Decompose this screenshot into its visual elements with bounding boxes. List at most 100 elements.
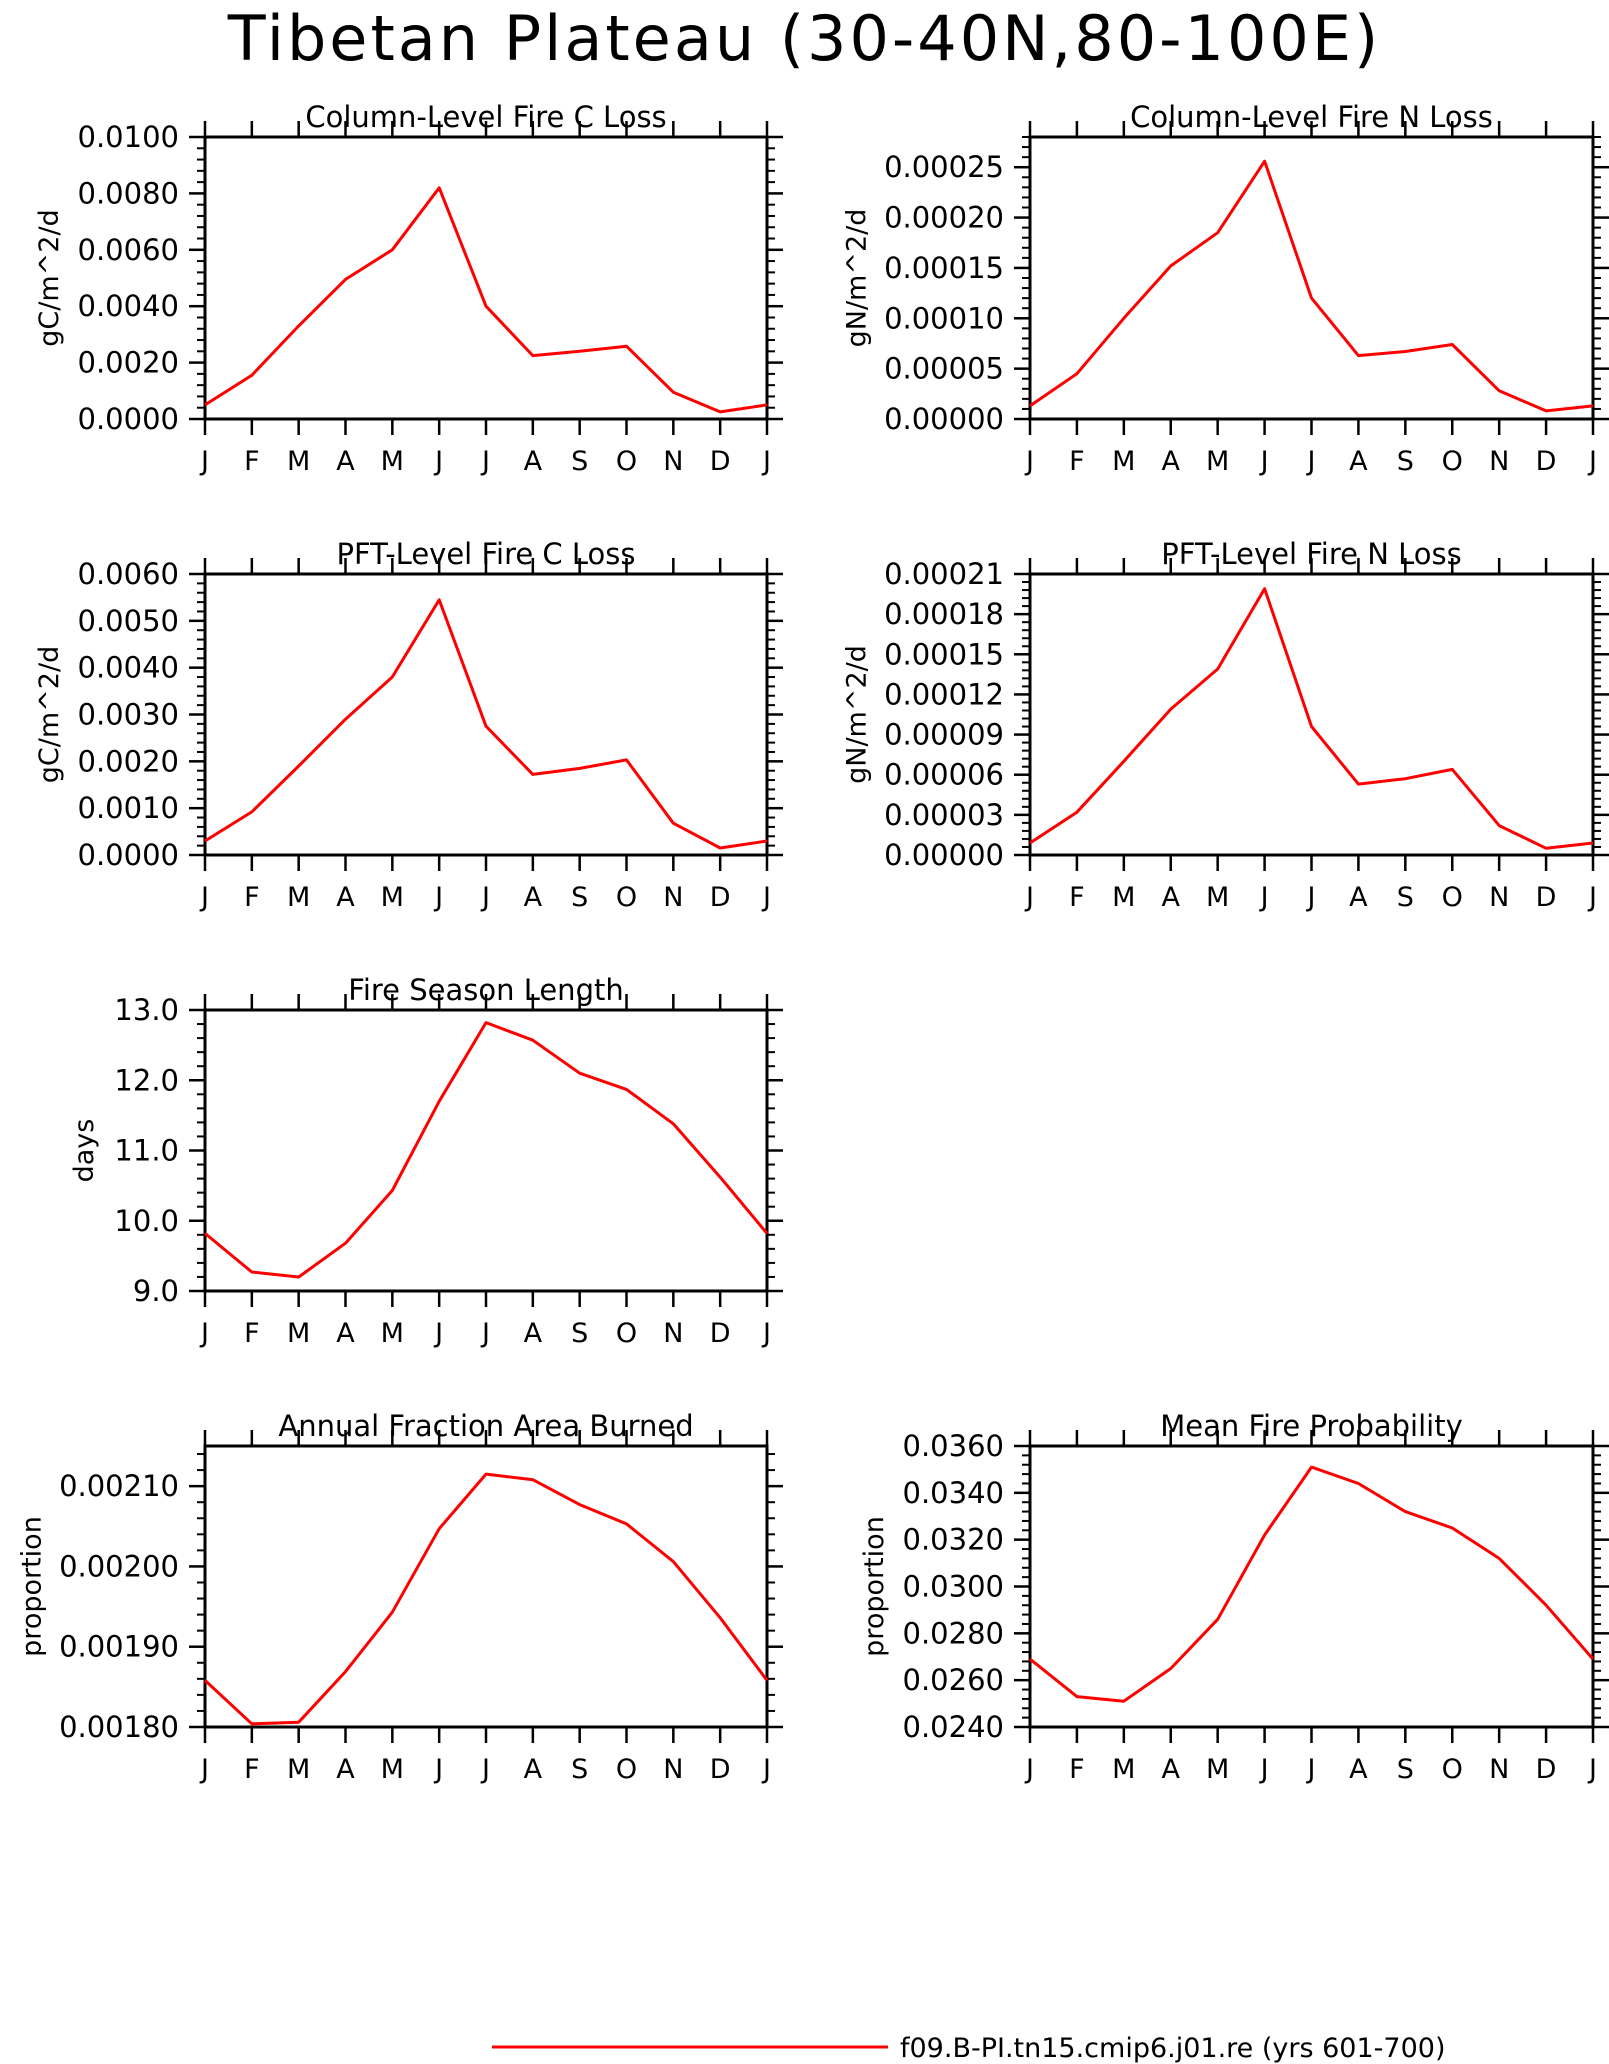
x-tick-label: J [1259,882,1269,913]
x-tick-label: M [381,882,404,913]
y-tick-label: 0.0020 [78,346,179,380]
x-tick-label: J [1259,1754,1269,1785]
x-tick-label: O [616,1318,637,1349]
x-tick-label: S [571,446,588,477]
x-tick-label: O [1442,1754,1463,1785]
x-tick-label: S [571,1318,588,1349]
x-tick-label: J [761,1318,771,1349]
x-tick-label: J [199,446,209,477]
y-tick-label: 0.0080 [78,176,179,210]
x-tick-label: O [616,446,637,477]
y-tick-label: 9.0 [133,1274,179,1308]
x-tick-label: J [199,882,209,913]
y-tick-label: 12.0 [114,1063,179,1097]
x-tick-label: A [1162,1754,1181,1785]
y-tick-label: 0.0010 [78,791,179,825]
x-tick-label: D [1536,882,1557,913]
x-tick-label: J [761,1754,771,1785]
x-tick-label: S [571,1754,588,1785]
y-tick-label: 0.0040 [78,651,179,685]
x-tick-label: J [433,1318,443,1349]
y-tick-label: 0.00020 [884,201,1004,235]
y-axis-label: gC/m^2/d [34,646,65,783]
y-tick-label: 0.0000 [78,838,179,872]
x-tick-label: F [1069,882,1085,913]
x-tick-label: J [433,882,443,913]
x-tick-label: J [1024,1754,1034,1785]
x-tick-label: A [524,446,543,477]
x-tick-label: J [1587,882,1597,913]
legend-label: f09.B-PI.tn15.cmip6.j01.re (yrs 601-700) [900,2033,1445,2064]
x-tick-label: F [1069,1754,1085,1785]
x-tick-label: J [1024,446,1034,477]
x-tick-label: M [381,1754,404,1785]
x-tick-label: M [287,882,310,913]
x-tick-label: J [199,1754,209,1785]
x-tick-label: M [1206,1754,1229,1785]
x-tick-label: D [710,1754,731,1785]
x-tick-label: A [1349,446,1368,477]
page-title: Tibetan Plateau (30-40N,80-100E) [227,2,1382,75]
y-tick-label: 0.00190 [59,1630,179,1664]
y-tick-label: 0.00000 [884,402,1004,436]
x-tick-label: J [1306,1754,1316,1785]
y-tick-label: 0.00015 [884,637,1004,671]
x-tick-label: O [616,1754,637,1785]
x-tick-label: A [524,1754,543,1785]
x-tick-label: D [710,446,731,477]
x-tick-label: A [336,446,355,477]
x-tick-label: J [1259,446,1269,477]
x-tick-label: J [1306,446,1316,477]
y-tick-label: 0.00015 [884,251,1004,285]
x-tick-label: N [663,1754,683,1785]
x-tick-label: N [1489,446,1509,477]
y-tick-label: 0.0000 [78,402,179,436]
y-tick-label: 0.00018 [884,597,1004,631]
y-tick-label: 0.0100 [78,120,179,154]
plot-frame [203,1444,769,1729]
x-tick-label: D [710,1318,731,1349]
x-tick-label: M [381,446,404,477]
x-tick-label: J [1587,446,1597,477]
y-axis-label: gN/m^2/d [842,645,873,784]
x-tick-label: M [1206,446,1229,477]
x-tick-label: N [663,1318,683,1349]
y-tick-label: 0.0340 [903,1476,1004,1510]
x-tick-label: D [1536,446,1557,477]
x-tick-label: A [1162,446,1181,477]
y-tick-label: 11.0 [114,1134,179,1168]
x-tick-label: D [1536,1754,1557,1785]
x-tick-label: M [287,446,310,477]
y-tick-label: 0.00003 [884,798,1004,832]
x-tick-label: J [1587,1754,1597,1785]
y-tick-label: 0.00006 [884,758,1004,792]
y-tick-label: 13.0 [114,993,179,1027]
x-tick-label: S [1397,1754,1414,1785]
x-tick-label: F [244,1318,260,1349]
x-tick-label: A [336,1754,355,1785]
y-axis-label: proportion [17,1516,48,1657]
x-tick-label: J [480,882,490,913]
x-tick-label: F [1069,446,1085,477]
x-tick-label: A [1162,882,1181,913]
x-tick-label: J [1024,882,1034,913]
x-tick-label: O [616,882,637,913]
x-tick-label: D [710,882,731,913]
y-tick-label: 0.00210 [59,1469,179,1503]
x-tick-label: N [663,882,683,913]
series-line [204,186,768,414]
x-tick-label: N [663,446,683,477]
y-tick-label: 0.0040 [78,289,179,323]
x-tick-label: M [287,1754,310,1785]
series-line [1029,159,1594,413]
y-axis-label: proportion [859,1516,890,1657]
y-tick-label: 0.0060 [78,557,179,591]
y-tick-label: 0.00021 [884,557,1004,591]
y-tick-label: 0.00000 [884,838,1004,872]
